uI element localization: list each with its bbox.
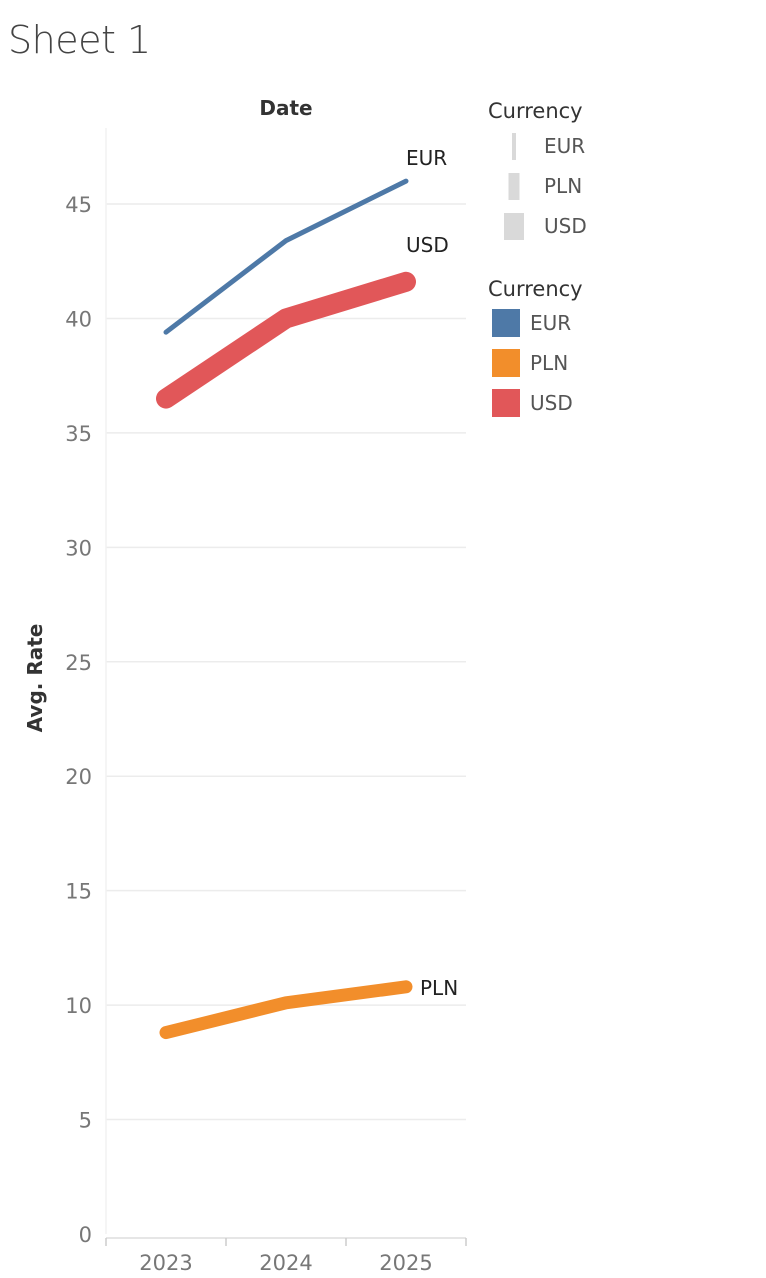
y-tick-label: 30: [65, 536, 92, 560]
y-tick-label: 35: [65, 422, 92, 446]
size-legend-title: Currency: [488, 99, 583, 123]
color-legend-swatch: [492, 349, 520, 377]
x-tick-label: 2025: [379, 1251, 432, 1275]
size-legend-swatch: [512, 133, 516, 160]
size-legend-label: PLN: [544, 174, 582, 198]
series-line-pln[interactable]: [159, 980, 413, 1040]
y-tick-label: 40: [65, 307, 92, 331]
gridlines: [106, 203, 466, 1121]
color-legend-title: Currency: [488, 277, 583, 301]
series-label-pln: PLN: [420, 976, 458, 1000]
series-lines: [156, 178, 416, 1040]
series-labels: PLN USD EUR: [406, 146, 458, 1000]
color-legend-label: USD: [530, 391, 573, 415]
x-axis-ticks: 2023 2024 2025: [139, 1251, 432, 1275]
series-line-eur[interactable]: [163, 178, 409, 335]
axes: [105, 128, 467, 1246]
series-line-usd[interactable]: [156, 271, 416, 409]
color-legend-label: PLN: [530, 351, 568, 375]
y-tick-label: 15: [65, 880, 92, 904]
y-axis-title: Avg. Rate: [23, 624, 47, 733]
y-axis-ticks: 0 5 10 15 20 25 30 35 40 45: [65, 193, 92, 1247]
x-axis-title: Date: [259, 96, 312, 120]
color-legend-swatch: [492, 309, 520, 337]
size-legend-swatch: [508, 173, 520, 200]
size-legend-swatch: [504, 213, 524, 240]
color-legend-swatch: [492, 389, 520, 417]
x-tick-label: 2024: [259, 1251, 312, 1275]
y-tick-label: 10: [65, 994, 92, 1018]
y-tick-label: 45: [65, 193, 92, 217]
color-legend-label: EUR: [530, 311, 571, 335]
y-tick-label: 20: [65, 765, 92, 789]
color-legend[interactable]: Currency EUR PLN USD: [488, 277, 583, 417]
sheet-title: Sheet 1: [8, 18, 151, 62]
y-tick-label: 5: [79, 1109, 92, 1133]
y-tick-label: 0: [79, 1223, 92, 1247]
series-label-eur: EUR: [406, 146, 447, 170]
size-legend-label: USD: [544, 214, 587, 238]
size-legend[interactable]: Currency EUR PLN USD: [488, 99, 587, 240]
series-label-usd: USD: [406, 233, 449, 257]
y-tick-label: 25: [65, 651, 92, 675]
x-tick-label: 2023: [139, 1251, 192, 1275]
size-legend-label: EUR: [544, 134, 585, 158]
